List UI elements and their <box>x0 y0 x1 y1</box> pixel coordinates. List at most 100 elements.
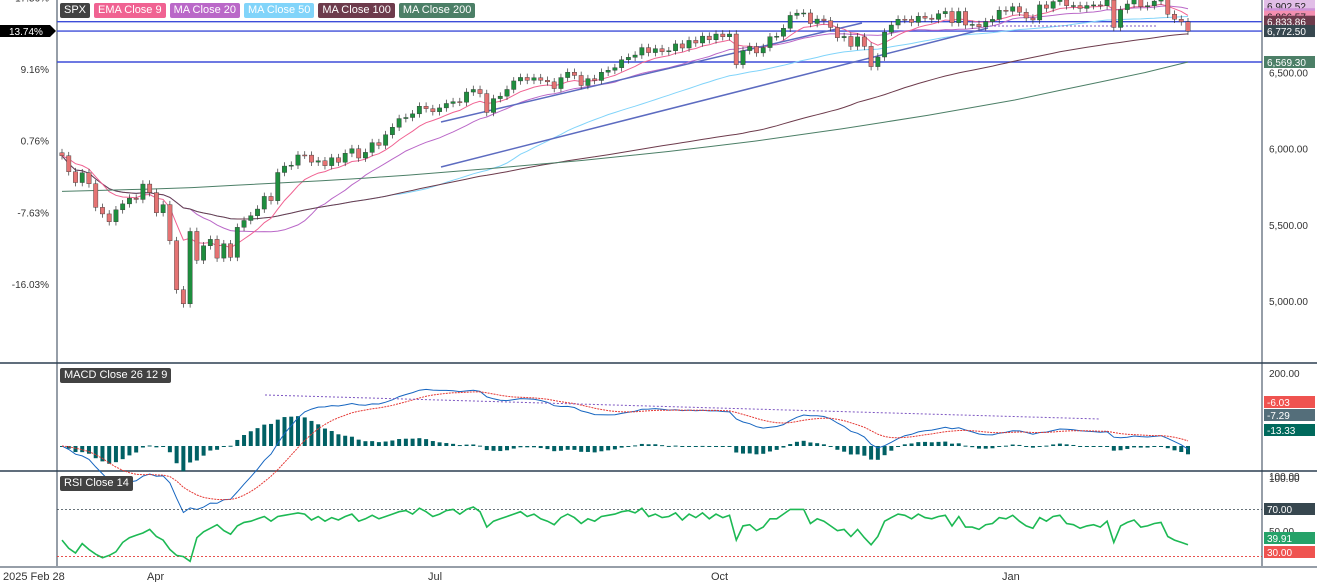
legend-ma200[interactable]: MA Close 200 <box>398 3 476 18</box>
macd-histogram-bar <box>639 443 644 446</box>
candle <box>585 78 591 86</box>
macd-histogram-bar <box>275 419 280 446</box>
candle <box>841 36 847 38</box>
candle <box>1023 12 1029 19</box>
candle <box>457 101 463 103</box>
macd-histogram-bar <box>120 446 125 460</box>
candle <box>234 227 240 258</box>
macd-histogram-bar <box>592 446 597 453</box>
candle <box>160 204 166 213</box>
macd-histogram-bar <box>430 441 435 446</box>
candle <box>888 24 894 33</box>
legend-ma100[interactable]: MA Close 100 <box>318 3 395 18</box>
rsi-badge <box>1264 546 1315 558</box>
candle <box>1037 4 1043 21</box>
candle <box>599 72 604 81</box>
macd-histogram-bar <box>862 446 867 456</box>
candle <box>1091 4 1097 7</box>
candle <box>430 108 436 112</box>
macd-histogram-bar <box>484 446 489 451</box>
macd-histogram-bar <box>424 439 429 446</box>
macd-histogram-bar <box>646 444 651 446</box>
candle <box>740 50 746 65</box>
candle <box>363 152 368 159</box>
candle <box>834 27 840 38</box>
candle <box>66 155 72 172</box>
candle <box>774 36 780 38</box>
macd-histogram-bar <box>1071 444 1076 446</box>
macd-histogram-bar <box>309 420 314 446</box>
candle <box>470 89 476 93</box>
candle <box>73 171 78 183</box>
candle <box>302 154 308 157</box>
ma50-line <box>61 16 1189 220</box>
candle <box>241 220 247 228</box>
rsi-legend: RSI Close 14 <box>60 476 133 491</box>
macd-histogram-bar <box>619 446 624 448</box>
time-tick: Oct <box>711 571 728 582</box>
candle <box>929 17 935 20</box>
candle <box>443 103 449 109</box>
macd-histogram-bar <box>747 446 752 454</box>
macd-histogram-bar <box>113 446 118 463</box>
candle <box>491 98 496 113</box>
macd-histogram-bar <box>997 446 1002 447</box>
candle <box>821 18 827 21</box>
macd-histogram-bar <box>976 446 981 449</box>
time-tick: Jan <box>1002 571 1020 582</box>
candle <box>996 10 1002 20</box>
macd-histogram-bar <box>181 446 186 472</box>
candle <box>1003 10 1009 12</box>
macd-histogram-bar <box>457 445 462 447</box>
macd-badge-label: -13.33 <box>1267 426 1296 437</box>
legend-ma50[interactable]: MA Close 50 <box>243 3 315 18</box>
rsi-label[interactable]: RSI Close 14 <box>60 476 133 491</box>
price-badge-label: 6,569.30 <box>1267 58 1306 69</box>
macd-histogram-bar <box>370 441 375 446</box>
candle <box>760 47 766 54</box>
candle <box>733 33 739 65</box>
candle <box>1158 0 1164 2</box>
candle <box>983 21 989 28</box>
time-tick: Jul <box>428 571 442 582</box>
candle <box>976 24 982 28</box>
chart-frame <box>0 0 1317 568</box>
macd-histogram-bar <box>666 445 671 447</box>
percent-tick: -16.03% <box>12 280 49 291</box>
macd-histogram-bar <box>842 446 847 452</box>
candle <box>592 78 598 81</box>
candle <box>369 142 375 153</box>
candle <box>1050 1 1056 9</box>
macd-histogram-bar <box>417 438 422 446</box>
macd-histogram-bar <box>242 435 247 446</box>
macd-legend: MACD Close 26 12 9 <box>60 368 172 383</box>
macd-histogram-bar <box>990 446 995 449</box>
candle <box>336 157 341 163</box>
macd-histogram-bar <box>538 446 543 449</box>
legend-ema9[interactable]: EMA Close 9 <box>94 3 166 18</box>
candle <box>1030 17 1036 21</box>
rsi-badge <box>1264 532 1315 544</box>
symbol-label[interactable]: SPX <box>60 3 91 18</box>
price-badge <box>1264 55 1315 68</box>
candle <box>1138 0 1144 7</box>
rsi-badge-label: 70.00 <box>1267 505 1292 516</box>
current-percent-badge <box>0 25 56 38</box>
macd-histogram-bar <box>356 439 361 446</box>
macd-divergence-line <box>264 394 1101 420</box>
candle <box>1145 5 1150 7</box>
macd-label[interactable]: MACD Close 26 12 9 <box>60 368 172 383</box>
candle <box>416 106 422 115</box>
candle <box>861 36 867 47</box>
candle <box>423 106 429 109</box>
candle <box>464 91 469 103</box>
macd-histogram-bar <box>451 443 456 446</box>
macd-histogram-bar <box>262 424 267 446</box>
legend-ma20[interactable]: MA Close 20 <box>169 3 240 18</box>
candle <box>612 67 618 71</box>
price-badge <box>1264 25 1315 38</box>
channel-lower <box>440 27 989 168</box>
macd-histogram-bar <box>1186 446 1190 455</box>
candle <box>248 215 254 221</box>
